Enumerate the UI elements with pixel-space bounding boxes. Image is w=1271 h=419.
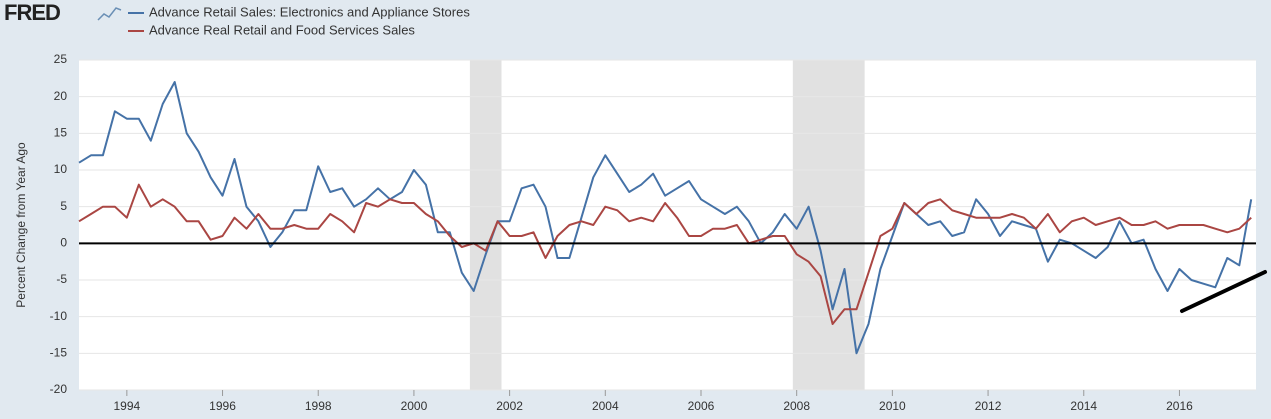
x-tick-label: 2006 — [688, 399, 715, 413]
x-tick-label: 2008 — [783, 399, 810, 413]
series-line — [78, 81, 1253, 355]
legend-label: Advance Real Retail and Food Services Sa… — [149, 22, 415, 37]
series-line — [78, 183, 1252, 325]
y-axis-label: Percent Change from Year Ago — [14, 142, 28, 308]
x-tick-label: 2002 — [496, 399, 523, 413]
y-tick-label: 0 — [60, 236, 67, 250]
y-tick-label: 5 — [60, 199, 67, 213]
y-tick-label: 25 — [54, 52, 68, 66]
x-tick-label: 2014 — [1070, 399, 1097, 413]
plot-area — [79, 60, 1256, 390]
x-tick-label: 2016 — [1166, 399, 1193, 413]
y-tick-label: 10 — [54, 162, 68, 176]
legend: Advance Retail Sales: Electronics and Ap… — [128, 4, 470, 37]
recession-shade — [792, 60, 865, 390]
logo-icon — [97, 7, 122, 21]
x-tick-label: 2012 — [975, 399, 1002, 413]
legend-label: Advance Retail Sales: Electronics and Ap… — [149, 4, 470, 19]
x-tick-label: 2000 — [401, 399, 428, 413]
x-tick-label: 1996 — [209, 399, 236, 413]
x-tick-label: 1998 — [305, 399, 332, 413]
y-tick-label: -20 — [50, 382, 68, 396]
y-tick-label: -10 — [50, 309, 68, 323]
x-tick-label: 1994 — [113, 399, 140, 413]
y-tick-label: 15 — [54, 126, 68, 140]
x-tick-label: 2004 — [592, 399, 619, 413]
logo: FRED — [4, 0, 60, 25]
x-tick-label: 2010 — [879, 399, 906, 413]
y-tick-label: -5 — [56, 272, 67, 286]
y-tick-label: -15 — [50, 346, 68, 360]
annotation-stroke — [1180, 270, 1267, 313]
y-tick-label: 20 — [54, 89, 68, 103]
